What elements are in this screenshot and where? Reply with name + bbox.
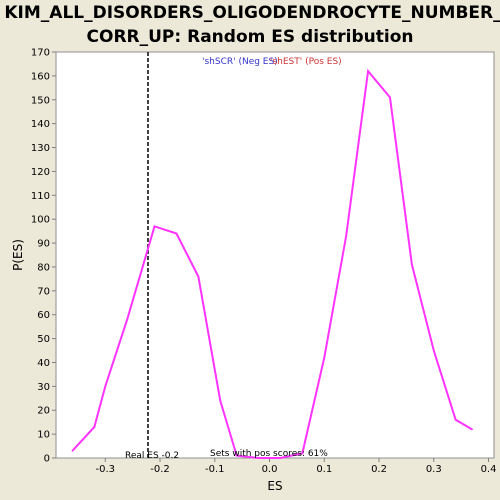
y-tick-label: 10 xyxy=(37,430,50,441)
series-point xyxy=(71,450,74,452)
series-point xyxy=(104,385,107,388)
y-tick-label: 140 xyxy=(31,119,50,130)
x-tick-label: 0.4 xyxy=(481,464,497,475)
y-tick-label: 150 xyxy=(31,95,50,106)
y-tick-label: 130 xyxy=(31,143,50,154)
x-tick-label: -0.3 xyxy=(96,464,116,475)
y-tick-label: 90 xyxy=(37,239,50,250)
x-tick-label: 0.3 xyxy=(426,464,442,475)
series-point xyxy=(235,454,238,457)
y-tick-label: 30 xyxy=(37,382,50,393)
plot-area xyxy=(55,51,495,459)
series-points xyxy=(71,70,473,459)
y-tick-label: 120 xyxy=(31,167,50,178)
x-tick-label: 0.0 xyxy=(262,464,278,475)
real-es-label: Real ES -0.2 xyxy=(125,451,179,461)
series-point xyxy=(279,457,282,459)
y-tick-label: 70 xyxy=(37,286,50,297)
series-point xyxy=(301,452,304,455)
x-tick-label: 0.2 xyxy=(371,464,387,475)
series-point xyxy=(153,225,156,228)
legend-neg-es: 'shSCR' (Neg ES) xyxy=(202,57,278,67)
y-tick-label: 20 xyxy=(37,406,50,417)
y-tick-label: 60 xyxy=(37,310,50,321)
series-point xyxy=(126,318,128,321)
series-point xyxy=(257,457,260,459)
y-tick-label: 100 xyxy=(31,215,50,226)
y-tick-label: 110 xyxy=(31,191,50,202)
series-point xyxy=(367,70,369,72)
pos-scores-note: Sets with pos scores: 61% xyxy=(210,449,328,459)
legend-pos-es: 'shEST' (Pos ES) xyxy=(270,57,342,67)
series-point xyxy=(323,356,326,359)
series-point xyxy=(389,96,391,99)
y-tick-label: 50 xyxy=(37,334,50,345)
series-point xyxy=(411,263,413,266)
series-point xyxy=(471,428,473,431)
series-point xyxy=(197,275,200,278)
chart-title-line-1: KIM_ALL_DISORDERS_OLIGODENDROCYTE_NUMBER… xyxy=(4,3,500,23)
y-axis-label: P(ES) xyxy=(11,239,25,271)
series-point xyxy=(175,232,178,235)
es-distribution-series-line xyxy=(71,68,473,459)
y-tick-label: 160 xyxy=(31,71,50,82)
x-tick-label: -0.1 xyxy=(205,464,225,475)
series-point xyxy=(219,399,222,402)
series-point xyxy=(93,426,96,428)
x-tick-label: 0.1 xyxy=(316,464,332,475)
y-tick-label: 80 xyxy=(37,262,50,273)
x-axis-label: ES xyxy=(267,479,282,493)
y-tick-label: 0 xyxy=(44,454,50,465)
y-axis: 0 10 20 30 40 50 60 70 80 90 100 110 120 130 140 150 160… xyxy=(31,48,56,465)
x-tick-label: -0.2 xyxy=(150,464,170,475)
y-tick-label: 40 xyxy=(37,358,50,369)
series-point xyxy=(345,235,347,237)
x-axis: -0.3 -0.2 -0.1 0.0 0.1 0.2 0.3 0.4 xyxy=(96,458,497,475)
y-tick-label: 170 xyxy=(31,48,50,59)
chart-title-line-2: CORR_UP: Random ES distribution xyxy=(87,27,414,47)
series-point xyxy=(432,349,435,352)
series-point xyxy=(454,418,457,421)
